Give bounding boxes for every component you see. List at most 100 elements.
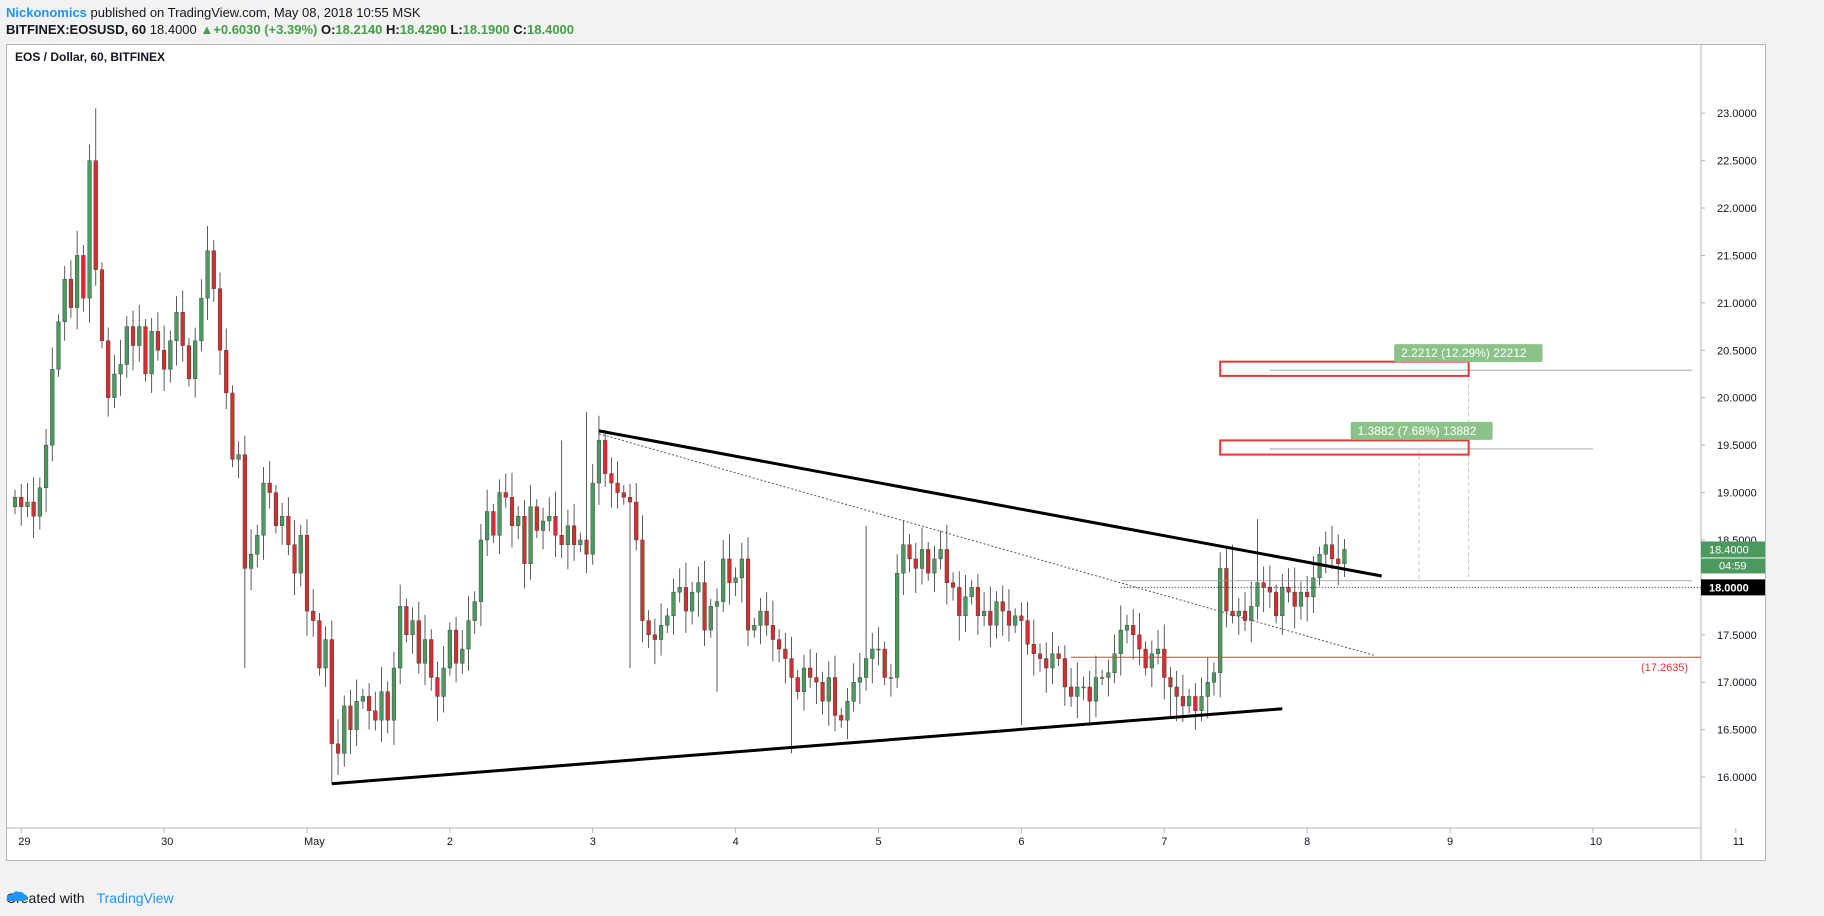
candle-body [528, 506, 533, 564]
candle-body [311, 610, 316, 621]
y-tick-label: 17.5000 [1717, 630, 1757, 642]
change-value: +0.6030 (+3.39%) [213, 22, 318, 37]
candle-body [205, 250, 210, 299]
candle-body [1336, 558, 1341, 564]
candle-body [1174, 686, 1179, 697]
x-tick-label: May [304, 836, 325, 848]
candle-body [454, 629, 459, 664]
candle-body [1118, 629, 1123, 654]
candle-body [814, 677, 819, 683]
candle-body [758, 610, 763, 626]
current-price-text: 18.4000 [1709, 544, 1749, 556]
candle-body [1019, 615, 1024, 621]
candle-body [280, 516, 285, 526]
candle-body [1218, 568, 1223, 673]
candle-body [994, 601, 999, 626]
candle-body [236, 454, 241, 460]
candle-body [957, 587, 962, 617]
countdown-tag [1701, 558, 1765, 574]
candle-body [795, 677, 800, 692]
candle-body [155, 331, 160, 351]
candle-body [1230, 610, 1235, 617]
candle-body [1143, 648, 1148, 669]
candle-body [988, 610, 993, 626]
candle-body [646, 620, 651, 636]
candle-body [888, 677, 893, 679]
candle-body [932, 558, 937, 574]
candle-body [1137, 634, 1142, 650]
candle-body [901, 544, 906, 574]
created-with-label: Created with [6, 890, 85, 906]
candle-body [627, 497, 633, 503]
candle-body [1081, 686, 1086, 689]
candle-body [652, 634, 657, 640]
footer: Created with TradingView [6, 890, 174, 906]
candle-body [56, 321, 61, 370]
crosshair-price-text: 18.0000 [1709, 582, 1749, 594]
chart-panel[interactable]: EOS / Dollar, 60, BITFINEX 23.0000 22.5000… [6, 44, 1766, 861]
candle-body [832, 677, 838, 716]
target-box [1219, 360, 1470, 377]
x-tick-label: 6 [1018, 836, 1024, 848]
last-price: 18.4000 [149, 22, 197, 37]
candle-body [149, 331, 154, 375]
candle-body [242, 454, 247, 569]
candle-body [255, 535, 260, 555]
candle-body [37, 487, 42, 517]
candle-body [783, 648, 788, 659]
candle-body [696, 582, 701, 593]
candle-body [81, 255, 86, 299]
candle-body [1168, 677, 1173, 688]
candle-body [565, 525, 570, 545]
candle-body [876, 648, 881, 651]
candle-body [503, 492, 508, 498]
candle-body [1255, 582, 1260, 607]
chart-title: EOS / Dollar, 60, BITFINEX [15, 50, 165, 64]
tradingview-brand[interactable]: TradingView [6, 890, 174, 906]
candle-body [739, 558, 744, 579]
candle-body [764, 610, 769, 626]
x-tick-label: 2 [447, 836, 453, 848]
current-price-tag [1701, 541, 1765, 558]
x-tick-label: 4 [733, 836, 739, 848]
target-box [1219, 439, 1470, 456]
candle-body [1124, 625, 1130, 631]
candle-body [1280, 587, 1285, 617]
candle-body [1199, 696, 1204, 711]
candle-body [1044, 658, 1049, 669]
candle-body [1342, 549, 1347, 564]
candle-body [1267, 587, 1272, 593]
candle-body [162, 350, 167, 370]
price-chart[interactable]: EOS / Dollar, 60, BITFINEX 23.0000 22.5000… [7, 45, 1765, 860]
x-tick-label: 3 [590, 836, 596, 848]
candle-body [466, 620, 471, 650]
candle-body [342, 705, 347, 754]
up-arrow-icon: ▲ [200, 22, 214, 37]
candle-body [820, 682, 825, 702]
candle-body [497, 492, 502, 536]
candle-body [137, 326, 142, 346]
x-tick-label: 5 [876, 836, 882, 848]
candle-body [124, 326, 129, 365]
candle-body [1205, 682, 1210, 697]
candle-body [590, 482, 595, 555]
candle-body [770, 625, 775, 640]
high-label: H: [386, 22, 400, 37]
candle-body [882, 648, 887, 678]
candle-body [1006, 610, 1012, 626]
candle-body [851, 682, 856, 702]
candle-body [87, 160, 92, 299]
candle-body [211, 250, 216, 289]
candle-body [199, 297, 204, 342]
candle-body [398, 606, 403, 669]
candle-body [472, 601, 477, 621]
trendline-lower [331, 707, 1283, 786]
y-tick-label: 22.0000 [1717, 203, 1757, 215]
candle-body [826, 677, 831, 702]
candle-body [609, 473, 614, 484]
candle-body [485, 511, 490, 541]
author-name[interactable]: Nickonomics [6, 5, 87, 20]
candle-body [267, 482, 272, 493]
candle-body [416, 620, 421, 664]
high-value: 18.4290 [399, 22, 447, 37]
